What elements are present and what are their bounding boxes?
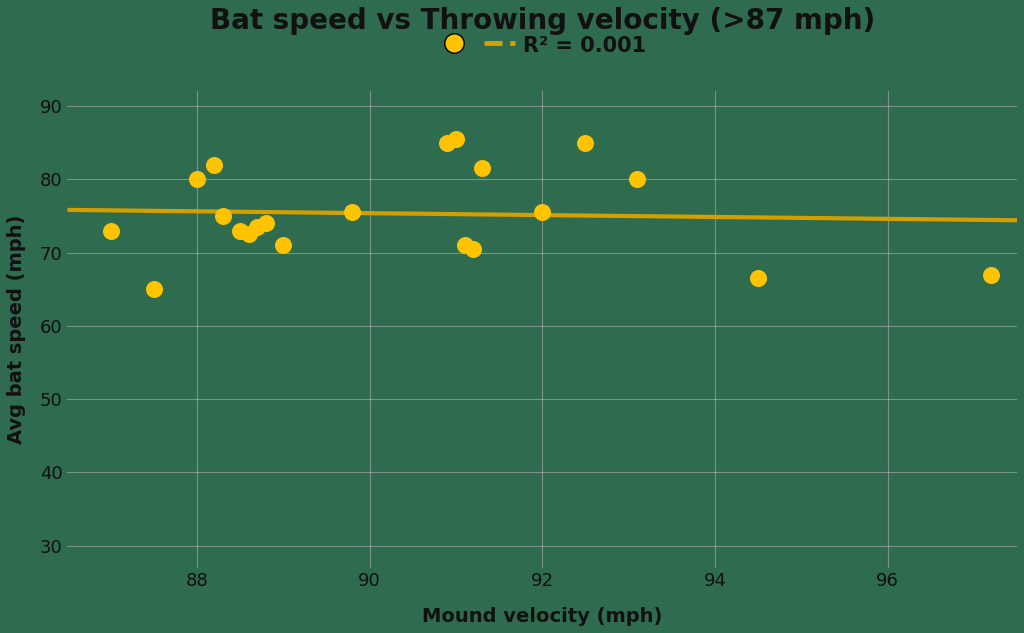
Point	[344, 207, 360, 217]
Point	[439, 137, 456, 147]
Point	[102, 225, 119, 235]
Point	[145, 284, 162, 294]
Point	[206, 160, 222, 170]
Point	[535, 207, 551, 217]
Point	[249, 222, 265, 232]
Point	[750, 273, 766, 284]
X-axis label: Mound velocity (mph): Mound velocity (mph)	[422, 607, 663, 626]
Point	[474, 163, 490, 173]
Point	[258, 218, 274, 229]
Point	[983, 270, 999, 280]
Point	[457, 240, 473, 250]
Point	[447, 134, 464, 144]
Title: Bat speed vs Throwing velocity (>87 mph): Bat speed vs Throwing velocity (>87 mph)	[210, 7, 874, 35]
Y-axis label: Avg bat speed (mph): Avg bat speed (mph)	[7, 215, 26, 444]
Point	[465, 244, 481, 254]
Point	[231, 225, 248, 235]
Legend: , R² = 0.001: , R² = 0.001	[438, 35, 646, 56]
Point	[578, 137, 594, 147]
Point	[629, 174, 645, 184]
Point	[188, 174, 205, 184]
Point	[275, 240, 292, 250]
Point	[215, 211, 231, 221]
Point	[241, 229, 257, 239]
